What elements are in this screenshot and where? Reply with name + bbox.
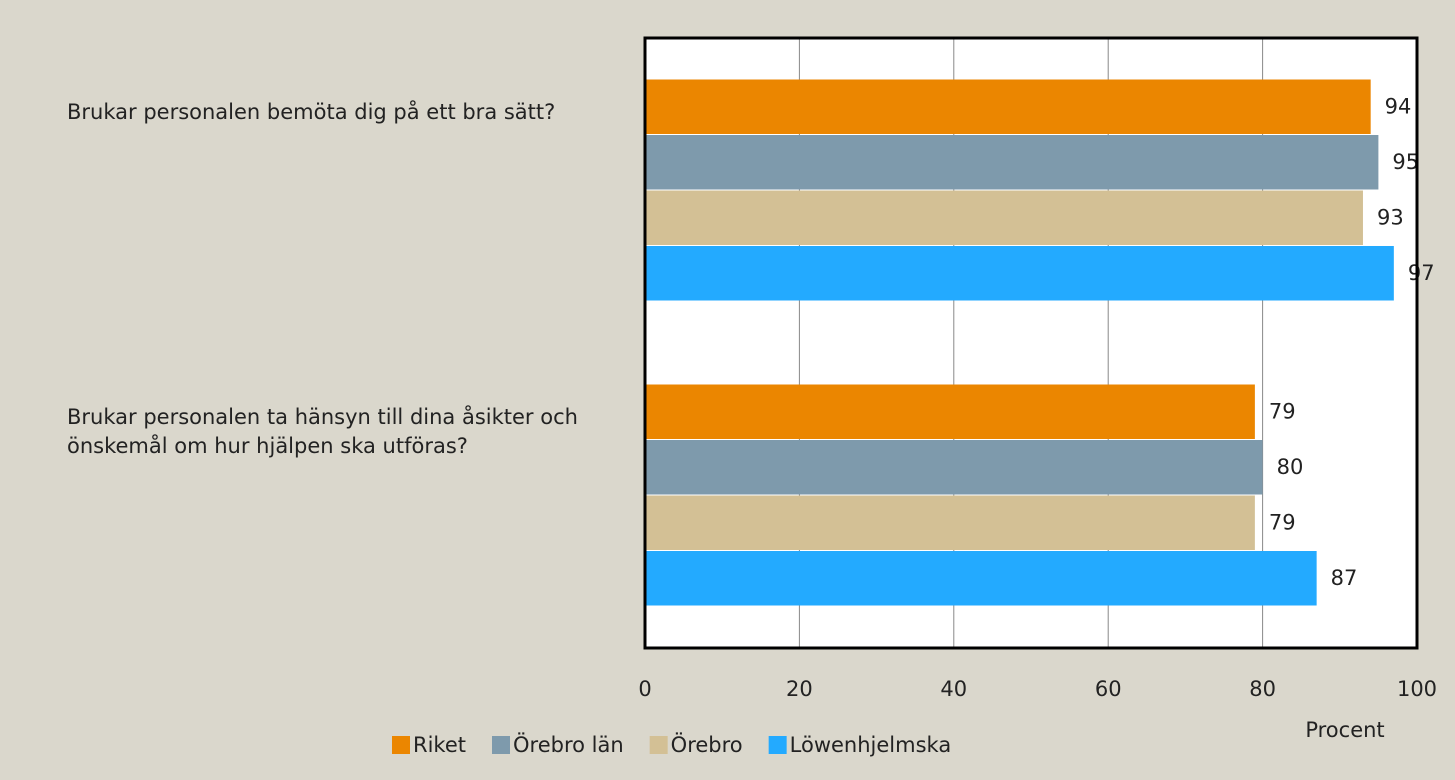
plot-border bbox=[643, 36, 1419, 650]
category-label: Brukar personalen ta hänsyn till dina ås… bbox=[67, 405, 578, 458]
legend-label: Örebro bbox=[671, 732, 743, 757]
x-tick-label: 40 bbox=[940, 677, 967, 701]
data-label: 79 bbox=[1269, 399, 1296, 423]
bar bbox=[645, 384, 1255, 439]
data-label: 80 bbox=[1277, 455, 1304, 479]
data-label: 93 bbox=[1377, 205, 1404, 229]
x-axis-label: Procent bbox=[1305, 718, 1384, 742]
data-label: 97 bbox=[1408, 261, 1435, 285]
bar bbox=[645, 551, 1317, 606]
bar bbox=[645, 440, 1263, 495]
bar bbox=[645, 495, 1255, 550]
bar bbox=[645, 135, 1379, 190]
bar bbox=[645, 246, 1394, 301]
bar bbox=[645, 79, 1371, 134]
data-label: 95 bbox=[1392, 150, 1419, 174]
x-tick-label: 20 bbox=[786, 677, 813, 701]
legend-label: Löwenhjelmska bbox=[790, 733, 952, 757]
x-tick-label: 60 bbox=[1095, 677, 1122, 701]
data-label: 94 bbox=[1385, 94, 1412, 118]
legend-swatch bbox=[392, 736, 410, 754]
data-label: 79 bbox=[1269, 510, 1296, 534]
bar bbox=[645, 190, 1363, 245]
legend-swatch bbox=[649, 736, 668, 754]
legend-swatch bbox=[492, 736, 510, 754]
x-tick-label: 0 bbox=[638, 677, 651, 701]
data-label: 87 bbox=[1331, 566, 1358, 590]
legend-swatch bbox=[768, 736, 787, 754]
legend-label: Riket bbox=[413, 733, 466, 757]
legend-label: Örebro län bbox=[513, 732, 624, 757]
x-tick-label: 80 bbox=[1249, 677, 1276, 701]
x-tick-label: 100 bbox=[1397, 677, 1437, 701]
category-label: Brukar personalen bemöta dig på ett bra … bbox=[67, 100, 556, 124]
